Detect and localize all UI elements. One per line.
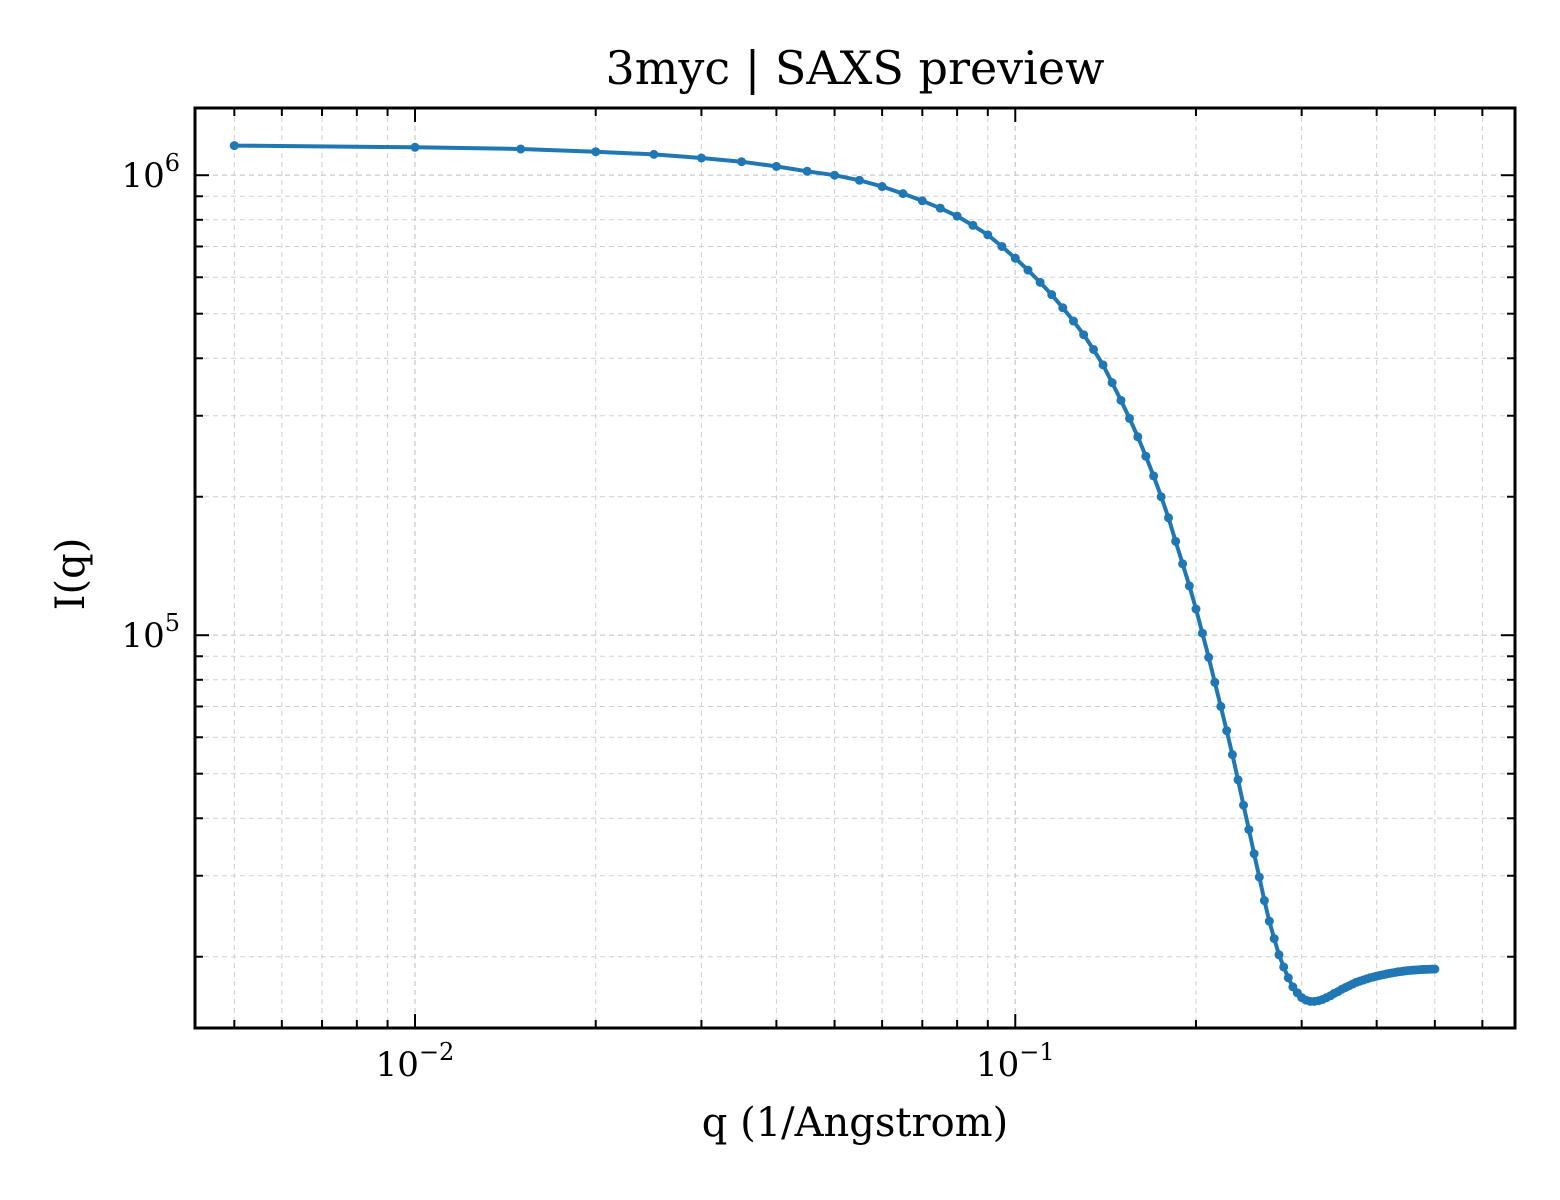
data-point [997, 241, 1007, 251]
data-point [1149, 471, 1159, 481]
data-point [1216, 701, 1226, 711]
data-point [410, 142, 420, 152]
data-point [1010, 253, 1020, 263]
y-axis-label: I(q) [48, 538, 94, 611]
data-point [935, 203, 945, 213]
data-point [1047, 290, 1057, 300]
data-point [1259, 896, 1269, 906]
data-point [1023, 265, 1033, 275]
data-point [1274, 950, 1284, 960]
data-point [1058, 303, 1068, 313]
data-point [1210, 677, 1220, 687]
data-point [1184, 581, 1194, 591]
data-point [1222, 726, 1232, 736]
data-point [1125, 413, 1135, 423]
data-point [1178, 559, 1188, 569]
data-point [1133, 432, 1143, 442]
tick-labels: 10−2 10−1 105 106 [121, 149, 1054, 1085]
y-tick-label: 106 [121, 149, 180, 196]
data-point [952, 211, 962, 221]
data-point [1035, 277, 1045, 287]
x-axis-label: q (1/Angstrom) [702, 1100, 1008, 1146]
data-point [802, 166, 812, 176]
y-tick-label: 105 [121, 609, 180, 656]
chart-title: 3myc | SAXS preview [606, 41, 1105, 95]
data-point [1164, 513, 1174, 523]
data-point [877, 182, 887, 192]
data-point [1098, 360, 1108, 370]
data-point [1171, 536, 1181, 546]
series-group [229, 141, 1440, 1006]
data-point [1204, 652, 1214, 662]
data-point [830, 170, 840, 180]
data-point [591, 147, 601, 157]
data-point [1239, 800, 1249, 810]
x-tick-label: 10−2 [376, 1038, 455, 1085]
data-point [917, 196, 927, 206]
data-point [1233, 775, 1243, 785]
data-point [1107, 378, 1117, 388]
data-point [737, 157, 747, 167]
grid [195, 108, 1515, 1028]
data-point [516, 144, 526, 154]
data-point [771, 161, 781, 171]
data-point [1254, 872, 1264, 882]
data-point [1244, 825, 1254, 835]
data-point [1191, 604, 1201, 614]
data-point [649, 149, 659, 159]
data-point [1227, 750, 1237, 760]
data-point [229, 141, 239, 151]
data-point [1089, 344, 1099, 354]
x-tick-label: 10−1 [976, 1038, 1055, 1085]
data-point [1141, 451, 1151, 461]
data-point [1249, 849, 1259, 859]
data-point [1068, 316, 1078, 326]
data-point [696, 153, 706, 163]
data-point [1279, 962, 1289, 972]
plot-frame [193, 106, 1517, 1030]
data-point [1116, 395, 1126, 405]
data-point [854, 175, 864, 185]
data-point [898, 189, 908, 199]
data-point [1156, 492, 1166, 502]
data-point [983, 230, 993, 240]
data-point [1264, 916, 1274, 926]
data-point [1283, 973, 1293, 983]
data-point [1197, 628, 1207, 638]
data-point [1079, 330, 1089, 340]
data-point [1269, 934, 1279, 944]
data-point [968, 220, 978, 230]
data-point [1430, 964, 1440, 974]
